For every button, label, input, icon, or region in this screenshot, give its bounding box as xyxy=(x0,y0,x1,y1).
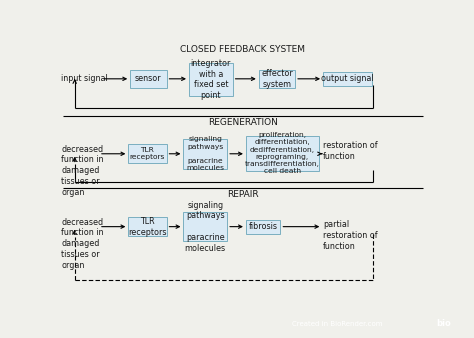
Text: REGENERATION: REGENERATION xyxy=(208,118,278,127)
FancyBboxPatch shape xyxy=(183,212,227,241)
Text: TLR
receptors: TLR receptors xyxy=(130,147,165,161)
FancyBboxPatch shape xyxy=(323,72,372,86)
Text: bio: bio xyxy=(436,319,451,328)
Text: integrator
with a
fixed set
point: integrator with a fixed set point xyxy=(191,59,231,100)
Text: decreased
function in
damaged
tissues or
organ: decreased function in damaged tissues or… xyxy=(61,218,104,269)
FancyBboxPatch shape xyxy=(246,220,281,234)
FancyBboxPatch shape xyxy=(128,144,166,163)
Text: Created in BioRender.com: Created in BioRender.com xyxy=(292,321,383,327)
Text: output signal: output signal xyxy=(321,74,374,83)
FancyBboxPatch shape xyxy=(259,70,295,88)
Text: decreased
function in
damaged
tissues or
organ: decreased function in damaged tissues or… xyxy=(61,145,104,197)
FancyBboxPatch shape xyxy=(183,139,227,169)
Text: input signal: input signal xyxy=(61,74,108,83)
Text: partial
restoration of
function: partial restoration of function xyxy=(323,220,378,251)
FancyBboxPatch shape xyxy=(189,64,233,96)
Text: signaling
pathways

paracrine
molecules: signaling pathways paracrine molecules xyxy=(185,201,226,252)
Text: restoration of
function: restoration of function xyxy=(323,141,378,161)
Text: CLOSED FEEDBACK SYSTEM: CLOSED FEEDBACK SYSTEM xyxy=(181,45,305,54)
Text: REPAIR: REPAIR xyxy=(227,190,259,199)
Text: proliferation,
differentiation,
dedifferentiation,
reprograming,
transdifferenti: proliferation, differentiation, dediffer… xyxy=(245,132,320,174)
Text: TLR
receptors: TLR receptors xyxy=(128,217,167,237)
Text: fibrosis: fibrosis xyxy=(249,222,278,232)
Text: signaling
pathways

paracrine
molecules: signaling pathways paracrine molecules xyxy=(186,136,224,171)
Text: sensor: sensor xyxy=(135,74,162,83)
FancyBboxPatch shape xyxy=(130,70,166,88)
Text: effector
system: effector system xyxy=(261,69,293,89)
FancyBboxPatch shape xyxy=(128,217,166,236)
FancyBboxPatch shape xyxy=(246,136,319,171)
